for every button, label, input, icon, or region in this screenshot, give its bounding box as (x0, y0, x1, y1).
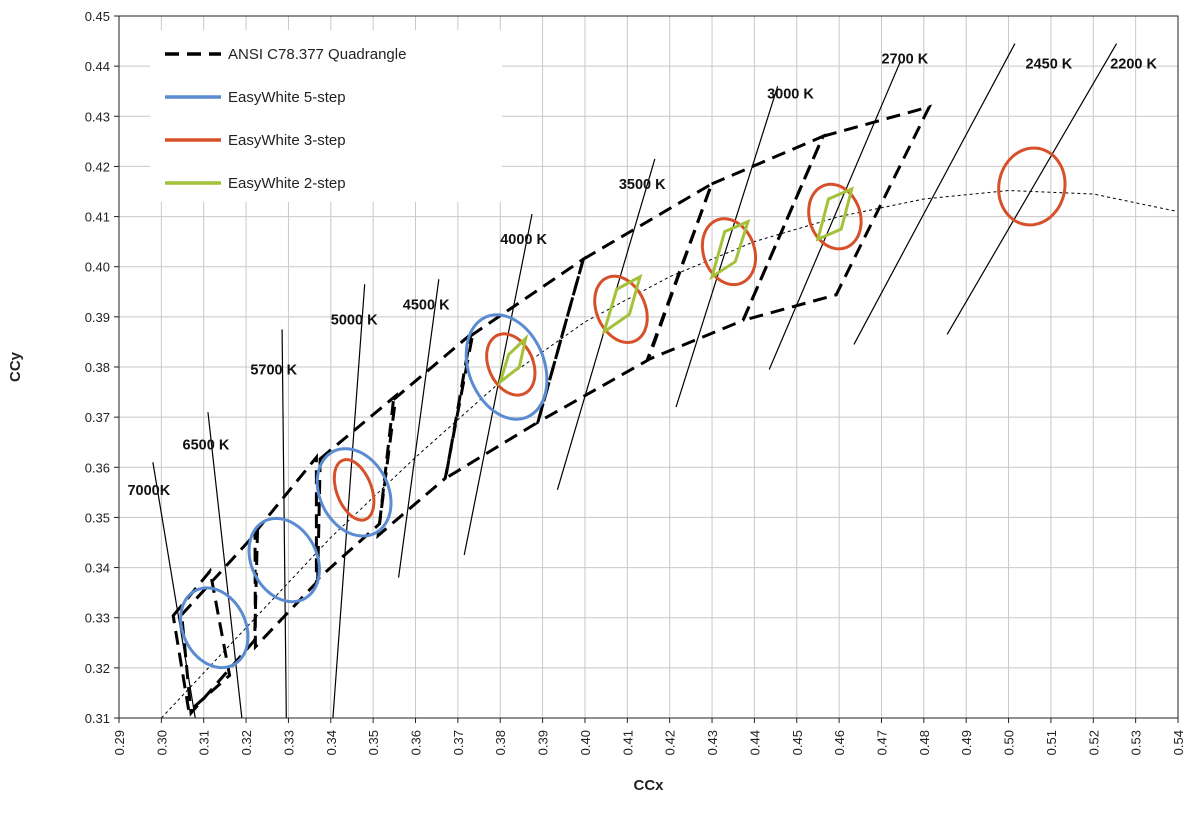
y-tick-label: 0.40 (85, 260, 110, 275)
isotherm-line (768, 60, 902, 370)
three-step-ellipse (485, 332, 537, 397)
legend-label: ANSI C78.377 Quadrangle (228, 46, 406, 63)
x-tick-label: 0.32 (239, 730, 254, 755)
x-tick-label: 0.43 (705, 730, 720, 755)
x-tick-label: 0.54 (1171, 730, 1186, 755)
legend-label: EasyWhite 2-step (228, 175, 346, 192)
y-tick-label: 0.34 (85, 561, 110, 576)
y-tick-label: 0.37 (85, 410, 110, 425)
x-tick-label: 0.39 (536, 730, 551, 755)
five-step-ellipse (247, 516, 321, 604)
x-tick-label: 0.29 (112, 730, 127, 755)
two-step-quad (601, 273, 643, 336)
x-tick-label: 0.41 (620, 730, 635, 755)
y-tick-label: 0.35 (85, 510, 110, 525)
three-step-ellipse (997, 146, 1067, 227)
x-tick-label: 0.31 (197, 730, 212, 755)
x-tick-label: 0.48 (917, 730, 932, 755)
isotherm-line (675, 86, 779, 408)
cct-label: 2700 K (881, 52, 928, 68)
y-tick-label: 0.43 (85, 109, 110, 124)
planckian-locus (161, 189, 1179, 719)
ansi-quadrangle (171, 567, 232, 715)
two-step-quad (709, 218, 751, 281)
isotherm-line (332, 284, 366, 719)
five-step-ellipse (315, 447, 393, 538)
x-tick-label: 0.35 (366, 730, 381, 755)
isotherm-line (397, 279, 440, 578)
y-tick-label: 0.42 (85, 159, 110, 174)
x-tick-label: 0.34 (324, 730, 339, 755)
cct-label: 4000 K (500, 232, 547, 248)
y-tick-label: 0.41 (85, 210, 110, 225)
cct-label: 3500 K (619, 177, 666, 193)
y-tick-label: 0.36 (85, 460, 110, 475)
x-tick-label: 0.49 (959, 730, 974, 755)
isotherm-line (946, 43, 1118, 335)
planckian-locus-line (161, 189, 1179, 719)
isotherm-line (207, 412, 243, 719)
cct-label: 3000 K (767, 87, 814, 103)
y-axis-title: CCy (7, 351, 24, 382)
legend: ANSI C78.377 Quadrangle EasyWhite 5-step E… (150, 30, 502, 202)
cct-label: 6500 K (183, 438, 230, 454)
x-tick-label: 0.44 (747, 730, 762, 755)
x-tick-label: 0.36 (409, 730, 424, 755)
cct-labels: 7000K 6500 K 5700 K 5000 K 4500 K 4000 K 3500 … (127, 52, 1157, 499)
ansi-quadrangle (535, 180, 715, 426)
x-axis-ticks: 0.29 0.30 0.31 0.32 0.33 0.34 0.35 0.36 0.37 0.38… (112, 718, 1186, 755)
cct-label: 7000K (127, 483, 170, 499)
easywhite-2-step-series (497, 186, 855, 387)
x-tick-label: 0.46 (832, 730, 847, 755)
easywhite-5-step-series (179, 313, 549, 670)
legend-background (150, 30, 502, 202)
cct-label: 4500 K (403, 297, 450, 313)
x-tick-label: 0.33 (281, 730, 296, 755)
y-axis-ticks: 0.31 0.32 0.33 0.34 0.35 0.36 0.37 0.38 0.39 0.40… (85, 9, 119, 726)
y-tick-label: 0.38 (85, 360, 110, 375)
three-step-ellipse (807, 182, 863, 251)
isotherm-line (281, 329, 287, 719)
cct-label: 5000 K (331, 312, 378, 328)
x-tick-label: 0.50 (1002, 730, 1017, 755)
three-step-ellipse (593, 274, 649, 345)
five-step-ellipse (179, 586, 250, 670)
cct-label: 2450 K (1026, 57, 1073, 73)
y-tick-label: 0.44 (85, 59, 110, 74)
ansi-quadrangle (376, 328, 476, 540)
x-tick-label: 0.52 (1086, 730, 1101, 755)
easywhite-3-step-series (332, 146, 1067, 522)
x-axis-title: CCx (633, 777, 664, 794)
x-tick-label: 0.38 (493, 730, 508, 755)
x-tick-label: 0.30 (154, 730, 169, 755)
two-step-quad (815, 186, 855, 242)
y-tick-label: 0.33 (85, 611, 110, 626)
y-tick-label: 0.31 (85, 711, 110, 726)
y-tick-label: 0.39 (85, 310, 110, 325)
y-tick-label: 0.45 (85, 9, 110, 24)
y-tick-label: 0.32 (85, 661, 110, 676)
three-step-ellipse (332, 458, 376, 522)
x-tick-label: 0.45 (790, 730, 805, 755)
legend-label: EasyWhite 3-step (228, 132, 346, 149)
x-tick-label: 0.53 (1129, 730, 1144, 755)
x-tick-label: 0.51 (1044, 730, 1059, 755)
ansi-quadrangle (443, 255, 586, 482)
x-tick-label: 0.42 (663, 730, 678, 755)
ansi-quadrangle (740, 104, 933, 323)
x-tick-label: 0.37 (451, 730, 466, 755)
legend-label: EasyWhite 5-step (228, 89, 346, 106)
five-step-ellipse (464, 313, 549, 421)
x-tick-label: 0.47 (874, 730, 889, 755)
ansi-quadrangle (644, 133, 826, 363)
isotherm-line (853, 43, 1016, 345)
x-tick-label: 0.40 (578, 730, 593, 755)
cct-label: 2200 K (1110, 57, 1157, 73)
cct-label: 5700 K (250, 363, 297, 379)
isotherm-line (152, 462, 196, 719)
two-step-quad (497, 333, 529, 387)
three-step-ellipse (700, 217, 758, 287)
